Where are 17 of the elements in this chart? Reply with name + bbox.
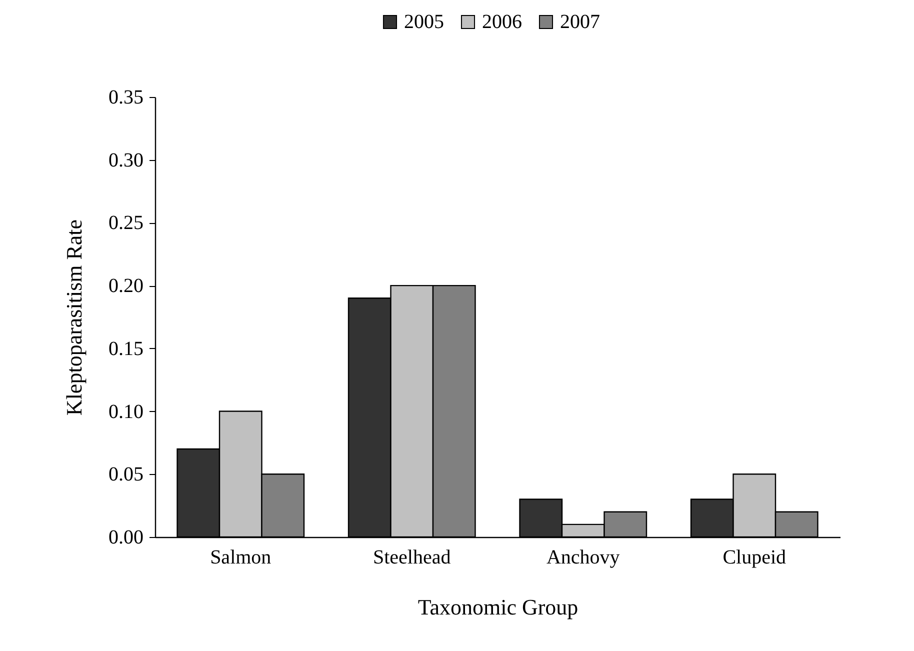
legend-label: 2007 — [560, 11, 600, 33]
legend-label: 2006 — [482, 11, 522, 33]
y-tick-label: 0.05 — [108, 464, 144, 486]
x-axis-title: Taxonomic Group — [418, 594, 578, 620]
x-tick-label: Steelhead — [373, 546, 451, 568]
x-tick-label: Clupeid — [722, 546, 786, 568]
y-tick-label: 0.20 — [108, 275, 144, 298]
y-tick-label: 0.15 — [108, 338, 144, 360]
legend-label: 2005 — [404, 11, 444, 33]
y-tick-label: 0.10 — [108, 400, 144, 423]
y-tick-label: 0.30 — [108, 149, 144, 172]
y-axis-title: Kleptoparasitism Rate — [62, 219, 86, 416]
y-tick-label: 0.00 — [108, 526, 144, 548]
y-tick-label: 0.35 — [108, 86, 144, 108]
x-tick-label: Anchovy — [546, 546, 620, 568]
y-tick-label: 0.25 — [108, 212, 144, 234]
x-tick-label: Salmon — [210, 546, 272, 568]
